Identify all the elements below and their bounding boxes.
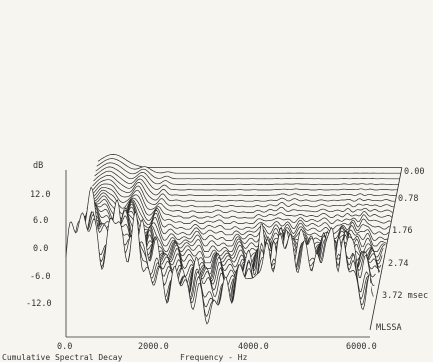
y-axis-label: dB bbox=[33, 161, 43, 171]
slice-mask bbox=[82, 203, 387, 246]
x-axis-label: Frequency - Hz bbox=[180, 353, 248, 362]
decay-slice-line bbox=[85, 195, 390, 230]
x-tick-label-0: 0.0 bbox=[57, 342, 72, 352]
y-tick-label-0: 0.0 bbox=[33, 244, 48, 254]
slice-mask bbox=[81, 204, 386, 252]
y-tick-label-minus12: -12.0 bbox=[26, 299, 52, 309]
time-tick-label-3: 2.74 bbox=[388, 259, 408, 269]
decay-slice-line bbox=[90, 183, 395, 208]
decay-slice-line bbox=[95, 162, 400, 180]
decay-slice-line bbox=[96, 158, 401, 174]
slice-mask bbox=[97, 154, 402, 168]
decay-slice-line bbox=[86, 192, 392, 224]
time-tick-label-0: 0.00 bbox=[404, 167, 424, 177]
decay-slices bbox=[65, 154, 403, 331]
decay-slice-line bbox=[97, 154, 402, 168]
decay-slice-line bbox=[94, 166, 399, 185]
time-tick-label-2: 1.76 bbox=[392, 226, 412, 236]
decay-slice-line bbox=[91, 179, 396, 202]
brand-label: MLSSA bbox=[376, 323, 402, 333]
time-axis-line bbox=[369, 167, 403, 331]
x-tick-label-6000: 6000.0 bbox=[346, 342, 377, 352]
decay-slice-line bbox=[84, 199, 389, 236]
decay-slice-line bbox=[83, 201, 388, 241]
y-tick-label-12: 12.0 bbox=[30, 190, 50, 200]
time-tick-label-4: 3.72 msec bbox=[382, 291, 428, 301]
decay-slice-line bbox=[87, 189, 393, 219]
decay-slice-line bbox=[93, 170, 398, 191]
x-tick-label-2000: 2000.0 bbox=[138, 342, 169, 352]
time-tick-label-1: 0.78 bbox=[398, 194, 418, 204]
y-tick-label-6: 6.0 bbox=[33, 216, 48, 226]
x-tick-label-4000: 4000.0 bbox=[238, 342, 269, 352]
chart-title: Cumulative Spectral Decay bbox=[2, 353, 123, 362]
slice-mask bbox=[66, 211, 370, 330]
y-tick-label-minus6: -6.0 bbox=[30, 272, 50, 282]
slice-mask bbox=[83, 202, 388, 241]
decay-slice-line bbox=[88, 186, 394, 213]
decay-slice-line bbox=[92, 174, 397, 196]
decay-slice-line bbox=[65, 210, 371, 325]
